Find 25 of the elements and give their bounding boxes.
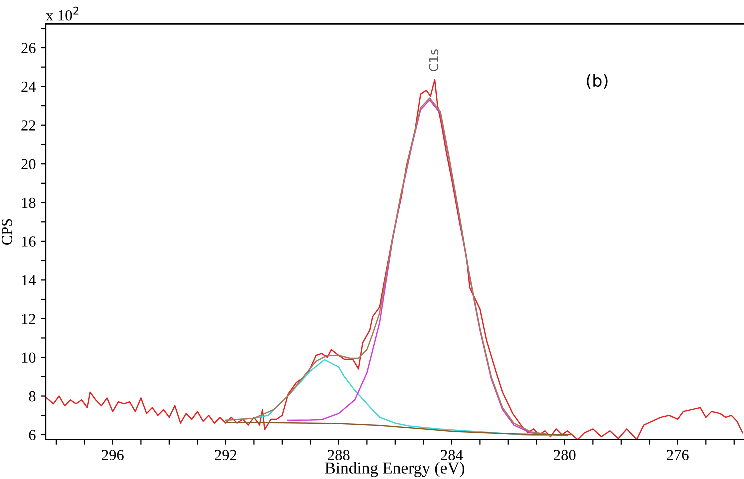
y-tick-label: 18: [22, 198, 36, 208]
y-tick-label: 8: [29, 391, 36, 402]
y-tick-label: 24: [22, 82, 36, 92]
text: x 10$^{2}$: [46, 6, 79, 21]
x-tick-label: 296: [102, 450, 124, 460]
y-tick-label: 12: [22, 314, 36, 324]
y-tick-label: 10: [22, 352, 36, 364]
x-tick-label: 280: [554, 450, 576, 460]
x-tick-label: 292: [215, 450, 237, 460]
annotation: C1s: [429, 50, 439, 72]
y-tick-label: 14: [22, 275, 36, 286]
x-axis-title: Binding Energy (eV): [325, 462, 464, 478]
y-tick-label: 22: [22, 120, 36, 131]
x-tick-label: 276: [667, 450, 689, 460]
y-tick-label: 20: [22, 159, 36, 170]
x-tick-label: 288: [328, 450, 350, 460]
line-series: [287, 100, 568, 437]
annotation: (b): [587, 74, 608, 90]
line-series: [225, 422, 572, 436]
line-series: [225, 98, 552, 436]
y-axis-title: CPS: [2, 219, 12, 245]
y-tick-label: 6: [29, 430, 36, 440]
x-tick-label: 284: [441, 450, 464, 460]
y-tick-label: 16: [22, 236, 36, 247]
y-tick-label: 26: [22, 43, 36, 54]
